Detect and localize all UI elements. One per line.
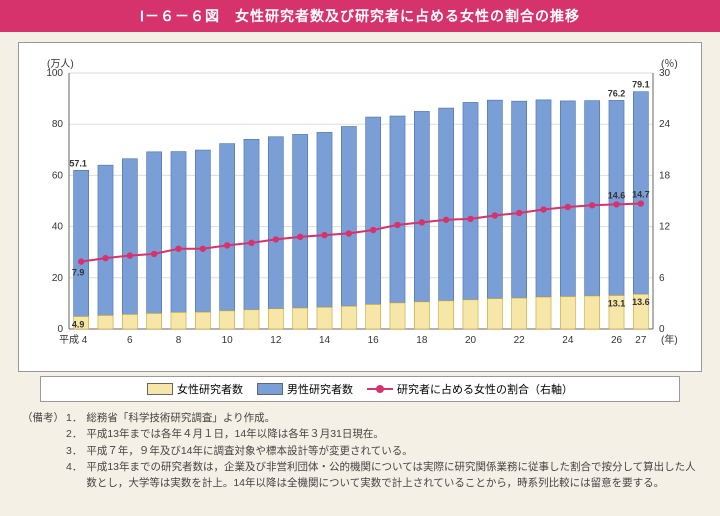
svg-text:8: 8 <box>176 335 182 346</box>
svg-text:20: 20 <box>465 335 477 346</box>
svg-text:14.7: 14.7 <box>632 190 650 200</box>
chart-plot: 0204060801000612182430(万人)(％)平成 46810121… <box>18 42 702 372</box>
svg-text:26: 26 <box>611 335 623 346</box>
svg-text:7.9: 7.9 <box>72 268 85 278</box>
svg-text:40: 40 <box>52 222 64 233</box>
legend-ratio-label: 研究者に占める女性の割合（右軸） <box>397 381 573 397</box>
svg-text:12: 12 <box>659 222 671 233</box>
svg-text:(年): (年) <box>661 333 678 346</box>
svg-text:0: 0 <box>659 324 665 335</box>
svg-text:6: 6 <box>127 335 133 346</box>
svg-text:(万人): (万人) <box>47 58 74 70</box>
legend-male-label: 男性研究者数 <box>287 381 353 397</box>
svg-text:60: 60 <box>52 170 64 181</box>
svg-text:57.1: 57.1 <box>69 158 87 168</box>
svg-text:18: 18 <box>416 335 428 346</box>
svg-text:22: 22 <box>514 335 526 346</box>
legend-ratio: 研究者に占める女性の割合（右軸） <box>367 381 573 397</box>
svg-text:4.9: 4.9 <box>72 319 85 329</box>
svg-text:14.6: 14.6 <box>608 190 626 200</box>
svg-text:(％): (％) <box>661 59 678 70</box>
svg-text:12: 12 <box>270 335 282 346</box>
svg-text:18: 18 <box>659 170 671 181</box>
legend: 女性研究者数 男性研究者数 研究者に占める女性の割合（右軸） <box>40 376 680 402</box>
svg-text:20: 20 <box>52 273 64 284</box>
svg-text:10: 10 <box>222 335 234 346</box>
svg-text:13.6: 13.6 <box>632 297 650 307</box>
legend-male: 男性研究者数 <box>257 381 353 397</box>
chart-title: Ⅰ－６－６図 女性研究者数及び研究者に占める女性の割合の推移 <box>0 0 720 32</box>
footnotes: （備考）1．総務省「科学技術研究調査」より作成。2．平成13年までは各年４月１日… <box>0 408 720 505</box>
svg-text:13.1: 13.1 <box>608 298 626 308</box>
svg-text:24: 24 <box>562 335 574 346</box>
legend-female-label: 女性研究者数 <box>177 381 243 397</box>
svg-text:6: 6 <box>659 273 665 284</box>
svg-text:79.1: 79.1 <box>632 80 650 90</box>
svg-text:24: 24 <box>659 119 671 130</box>
svg-text:80: 80 <box>52 119 64 130</box>
svg-text:14: 14 <box>319 335 331 346</box>
svg-text:16: 16 <box>368 335 380 346</box>
svg-text:76.2: 76.2 <box>608 88 626 98</box>
svg-text:27: 27 <box>635 335 647 346</box>
svg-text:平成 4: 平成 4 <box>59 334 88 346</box>
legend-female: 女性研究者数 <box>147 381 243 397</box>
svg-text:0: 0 <box>57 324 63 335</box>
